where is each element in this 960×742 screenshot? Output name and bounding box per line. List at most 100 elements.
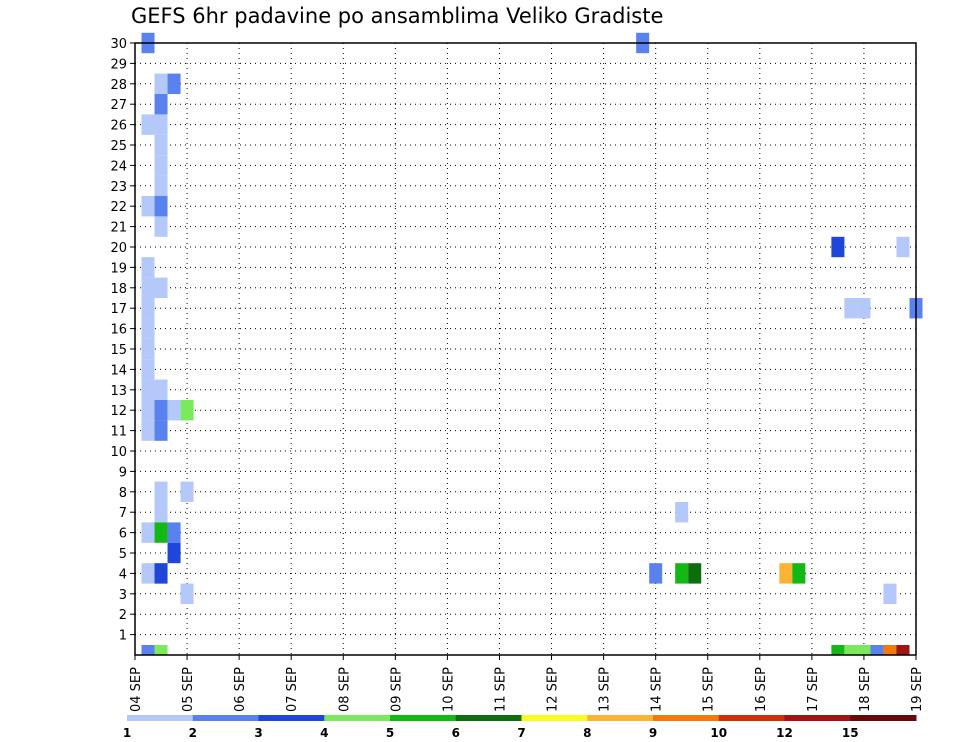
- x-tick-label: 17 SEP: [806, 667, 821, 712]
- precip-cell: [141, 400, 155, 421]
- precip-cell: [167, 400, 181, 421]
- y-tick-label: 17: [110, 302, 127, 317]
- colorbar-label: 15: [842, 726, 859, 740]
- colorbar-label: 10: [710, 726, 727, 740]
- y-tick-label: 25: [110, 139, 127, 154]
- x-tick-label: 05 SEP: [181, 667, 196, 712]
- precip-cell: [167, 73, 181, 94]
- precip-cell: [141, 114, 155, 135]
- colorbar-swatch: [455, 715, 522, 721]
- y-tick-label: 8: [119, 486, 127, 501]
- precip-cell: [844, 645, 858, 655]
- precip-cell: [154, 277, 168, 298]
- colorbar-swatch: [324, 715, 391, 721]
- x-tick-label: 11 SEP: [493, 667, 508, 712]
- y-tick-label: 2: [119, 608, 127, 623]
- precip-cell: [779, 563, 793, 584]
- precip-cell: [154, 114, 168, 135]
- precip-cell: [141, 645, 155, 655]
- x-tick-label: 13 SEP: [598, 667, 613, 712]
- x-tick-label: 14 SEP: [650, 667, 665, 712]
- precip-cell: [141, 563, 155, 584]
- precip-cell: [180, 400, 194, 421]
- precip-cell: [154, 175, 168, 196]
- y-tick-label: 5: [119, 547, 127, 562]
- y-tick-label: 27: [110, 98, 127, 113]
- colorbar-label: 3: [254, 726, 262, 740]
- colorbar-swatch: [784, 715, 851, 721]
- colorbar-label: 5: [386, 726, 394, 740]
- precip-cell: [154, 420, 168, 441]
- colorbar-swatch: [390, 715, 457, 721]
- x-tick-label: 04 SEP: [129, 667, 144, 712]
- x-tick-label: 08 SEP: [337, 667, 352, 712]
- x-tick-label: 10 SEP: [441, 667, 456, 712]
- precip-cell: [688, 563, 702, 584]
- precip-cell: [675, 563, 689, 584]
- precip-cell: [180, 583, 194, 604]
- y-tick-label: 4: [119, 567, 127, 582]
- y-tick-label: 19: [110, 261, 127, 276]
- x-tick-label: 12 SEP: [546, 667, 561, 712]
- precip-cell: [154, 94, 168, 115]
- y-tick-label: 11: [110, 425, 127, 440]
- precip-cell: [857, 645, 871, 655]
- colorbar-swatch: [850, 715, 917, 721]
- precip-cell: [154, 522, 168, 543]
- y-tick-label: 24: [110, 159, 127, 174]
- precip-cell: [141, 318, 155, 339]
- precip-cell: [831, 236, 845, 258]
- y-tick-label: 14: [110, 363, 127, 378]
- y-tick-label: 26: [110, 119, 127, 134]
- colorbar-label: 1: [123, 726, 131, 740]
- x-tick-label: 07 SEP: [285, 667, 300, 712]
- colorbar-swatch: [192, 715, 259, 721]
- precip-cell: [870, 645, 884, 655]
- y-tick-label: 13: [110, 384, 127, 399]
- x-tick-label: 09 SEP: [389, 667, 404, 712]
- y-tick-label: 23: [110, 180, 127, 195]
- y-tick-label: 30: [110, 37, 127, 52]
- colorbar-swatch: [127, 715, 194, 721]
- precip-cell: [141, 277, 155, 298]
- precip-cell: [154, 155, 168, 176]
- colorbar-swatch: [653, 715, 720, 721]
- precip-cell: [649, 563, 663, 584]
- y-tick-label: 15: [110, 343, 127, 358]
- precip-cell: [167, 542, 181, 564]
- y-tick-label: 16: [110, 323, 127, 338]
- precip-cell: [141, 196, 155, 217]
- colorbar-swatch: [587, 715, 654, 721]
- x-tick-label: 06 SEP: [233, 667, 248, 712]
- x-tick-label: 18 SEP: [858, 667, 873, 712]
- precip-cell: [896, 236, 910, 258]
- colorbar-label: 9: [649, 726, 657, 740]
- precip-cell: [792, 563, 806, 584]
- y-tick-label: 18: [110, 282, 127, 297]
- precip-cell: [844, 298, 858, 319]
- precip-cell: [154, 196, 168, 217]
- precip-cell: [180, 481, 194, 502]
- precip-cell: [141, 359, 155, 380]
- y-tick-label: 22: [110, 200, 127, 215]
- colorbar-swatch: [258, 715, 325, 721]
- y-tick-label: 29: [110, 57, 127, 72]
- precip-cell: [154, 73, 168, 94]
- colorbar-swatch: [718, 715, 785, 721]
- precip-cell: [154, 379, 168, 400]
- precip-cell: [154, 216, 168, 237]
- x-tick-label: 19 SEP: [910, 667, 925, 712]
- x-tick-label: 15 SEP: [702, 667, 717, 712]
- precip-cell: [154, 502, 168, 523]
- precip-cell: [141, 298, 155, 319]
- precip-cell: [141, 379, 155, 400]
- y-tick-label: 12: [110, 404, 127, 419]
- precip-cell: [141, 257, 155, 278]
- precip-cell: [831, 645, 845, 655]
- y-tick-label: 28: [110, 78, 127, 93]
- precip-cell: [154, 563, 168, 584]
- precip-cell: [154, 481, 168, 502]
- y-tick-label: 21: [110, 221, 127, 236]
- chart-title: GEFS 6hr padavine po ansamblima Veliko G…: [131, 4, 664, 28]
